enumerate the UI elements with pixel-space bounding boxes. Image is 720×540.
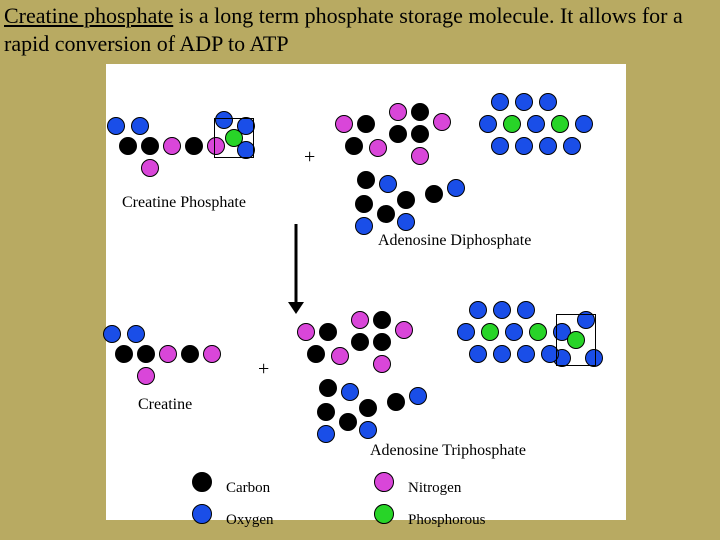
phosphate-highlight-box	[556, 314, 596, 366]
diagram-label: Carbon	[226, 480, 270, 497]
oxygen-atom	[379, 175, 397, 193]
carbon-atom	[357, 171, 375, 189]
oxygen-atom	[131, 117, 149, 135]
oxygen-atom	[515, 93, 533, 111]
carbon-atom	[307, 345, 325, 363]
carbon-atom	[389, 125, 407, 143]
nitrogen-atom	[203, 345, 221, 363]
oxygen-atom	[107, 117, 125, 135]
carbon-atom	[377, 205, 395, 223]
nitrogen-atom	[411, 147, 429, 165]
nitrogen-atom	[137, 367, 155, 385]
carbon-atom	[411, 125, 429, 143]
nitrogen-atom	[141, 159, 159, 177]
nitrogen-atom	[374, 472, 394, 492]
oxygen-atom	[517, 345, 535, 363]
diagram-label: Nitrogen	[408, 480, 461, 497]
carbon-atom	[137, 345, 155, 363]
nitrogen-atom	[351, 311, 369, 329]
phosphorous-atom	[481, 323, 499, 341]
diagram-label: Oxygen	[226, 512, 274, 529]
carbon-atom	[387, 393, 405, 411]
oxygen-atom	[192, 504, 212, 524]
oxygen-atom	[127, 325, 145, 343]
nitrogen-atom	[159, 345, 177, 363]
oxygen-atom	[479, 115, 497, 133]
oxygen-atom	[397, 213, 415, 231]
oxygen-atom	[515, 137, 533, 155]
carbon-atom	[411, 103, 429, 121]
heading-text: Creatine phosphate is a long term phosph…	[4, 2, 716, 57]
carbon-atom	[319, 379, 337, 397]
diagram-label: Phosphorous	[408, 512, 486, 529]
oxygen-atom	[409, 387, 427, 405]
carbon-atom	[355, 195, 373, 213]
diagram-label: Adenosine Diphosphate	[378, 232, 531, 250]
nitrogen-atom	[395, 321, 413, 339]
oxygen-atom	[505, 323, 523, 341]
phosphorous-atom	[503, 115, 521, 133]
phosphate-highlight-box	[214, 118, 254, 158]
oxygen-atom	[491, 137, 509, 155]
carbon-atom	[397, 191, 415, 209]
oxygen-atom	[563, 137, 581, 155]
oxygen-atom	[469, 345, 487, 363]
oxygen-atom	[341, 383, 359, 401]
oxygen-atom	[575, 115, 593, 133]
oxygen-atom	[103, 325, 121, 343]
carbon-atom	[425, 185, 443, 203]
oxygen-atom	[493, 345, 511, 363]
nitrogen-atom	[331, 347, 349, 365]
plus-symbol: +	[304, 146, 315, 169]
diagram-label: Creatine Phosphate	[122, 194, 246, 212]
carbon-atom	[192, 472, 212, 492]
oxygen-atom	[447, 179, 465, 197]
nitrogen-atom	[389, 103, 407, 121]
carbon-atom	[119, 137, 137, 155]
carbon-atom	[373, 311, 391, 329]
carbon-atom	[141, 137, 159, 155]
carbon-atom	[373, 333, 391, 351]
nitrogen-atom	[433, 113, 451, 131]
oxygen-atom	[317, 425, 335, 443]
slide: Creatine phosphate is a long term phosph…	[0, 0, 720, 540]
nitrogen-atom	[373, 355, 391, 373]
reaction-arrow-icon	[281, 224, 311, 316]
carbon-atom	[357, 115, 375, 133]
carbon-atom	[181, 345, 199, 363]
phosphorous-atom	[551, 115, 569, 133]
nitrogen-atom	[163, 137, 181, 155]
carbon-atom	[317, 403, 335, 421]
oxygen-atom	[517, 301, 535, 319]
carbon-atom	[359, 399, 377, 417]
carbon-atom	[339, 413, 357, 431]
carbon-atom	[351, 333, 369, 351]
oxygen-atom	[527, 115, 545, 133]
oxygen-atom	[355, 217, 373, 235]
nitrogen-atom	[335, 115, 353, 133]
oxygen-atom	[491, 93, 509, 111]
diagram-panel: Creatine Phosphate Adenosine Diphosphate C…	[106, 64, 626, 520]
nitrogen-atom	[369, 139, 387, 157]
phosphorous-atom	[529, 323, 547, 341]
nitrogen-atom	[297, 323, 315, 341]
oxygen-atom	[539, 137, 557, 155]
oxygen-atom	[493, 301, 511, 319]
phosphorous-atom	[374, 504, 394, 524]
oxygen-atom	[469, 301, 487, 319]
diagram-label: Adenosine Triphosphate	[370, 442, 526, 460]
heading-term: Creatine phosphate	[4, 3, 173, 28]
carbon-atom	[185, 137, 203, 155]
carbon-atom	[319, 323, 337, 341]
oxygen-atom	[457, 323, 475, 341]
plus-symbol: +	[258, 358, 269, 381]
diagram-label: Creatine	[138, 396, 192, 414]
oxygen-atom	[539, 93, 557, 111]
carbon-atom	[115, 345, 133, 363]
carbon-atom	[345, 137, 363, 155]
oxygen-atom	[359, 421, 377, 439]
